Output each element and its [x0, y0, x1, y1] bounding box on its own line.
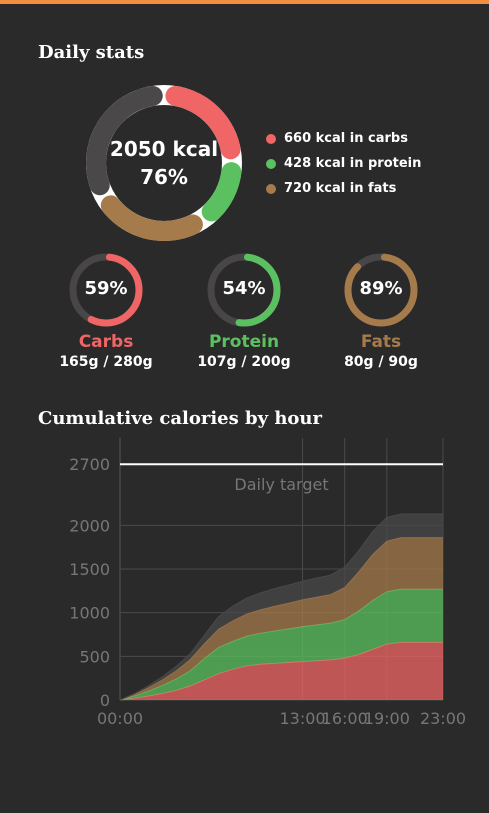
- donut-segment-protein: [86, 85, 242, 241]
- x-tick-label: 13:00: [280, 709, 326, 728]
- area-remaining: [120, 513, 443, 700]
- x-tick-label: 00:00: [97, 709, 143, 728]
- area-carbs: [120, 642, 443, 700]
- total-percent: 76%: [140, 165, 188, 189]
- fats-ring-progress: [344, 253, 418, 327]
- fats-amount: 80g / 90g: [344, 354, 418, 370]
- area-protein: [120, 589, 443, 700]
- x-tick-label: 19:00: [364, 709, 410, 728]
- section-title-cumulative: Cumulative calories by hour: [38, 408, 322, 429]
- protein-progress-ring: [207, 253, 281, 327]
- y-tick-label: 500: [79, 647, 110, 666]
- macro-fats: 89% Fats 80g / 90g: [326, 252, 436, 370]
- top-accent-bar: [0, 0, 489, 4]
- x-tick-label: 23:00: [420, 709, 466, 728]
- donut-legend: 660 kcal in carbs 428 kcal in protein 72…: [266, 126, 421, 201]
- y-tick-label: 1500: [69, 560, 110, 579]
- fats-dot-icon: [266, 183, 276, 194]
- section-title-daily-stats: Daily stats: [38, 42, 145, 63]
- carbs-progress-ring: [69, 253, 143, 327]
- donut-segment-remaining: [86, 85, 242, 241]
- y-tick-label: 2000: [69, 516, 110, 535]
- y-tick-label: 2700: [69, 455, 110, 474]
- y-tick-label: 1000: [69, 604, 110, 623]
- carbs-amount: 165g / 280g: [59, 354, 153, 370]
- carbs-percent: 59%: [84, 278, 128, 299]
- fats-progress-ring: [344, 253, 418, 327]
- donut-segment-fats: [86, 85, 242, 241]
- macro-protein: 54% Protein 107g / 200g: [189, 252, 299, 370]
- x-tick-label: 16:00: [322, 709, 368, 728]
- daily-target-label: Daily target: [234, 475, 328, 494]
- carbs-label: Carbs: [78, 332, 134, 352]
- donut-center: 2050 kcal 76%: [84, 83, 244, 243]
- fats-label: Fats: [360, 332, 402, 352]
- macro-carbs: 59% Carbs 165g / 280g: [51, 252, 161, 370]
- legend-item-protein: 428 kcal in protein: [266, 151, 421, 176]
- protein-percent: 54%: [222, 278, 266, 299]
- area-fats: [120, 537, 443, 700]
- protein-ring-progress: [207, 253, 281, 327]
- calorie-donut-chart: [86, 85, 242, 241]
- protein-dot-icon: [266, 158, 276, 169]
- carbs-dot-icon: [266, 133, 276, 144]
- legend-item-carbs: 660 kcal in carbs: [266, 126, 421, 151]
- fats-percent: 89%: [359, 278, 403, 299]
- protein-label: Protein: [208, 332, 280, 352]
- carbs-ring-progress: [69, 253, 143, 327]
- area-edge-remaining: [119, 513, 443, 701]
- total-kcal: 2050 kcal: [109, 137, 219, 161]
- cumulative-calories-chart: Daily target 0 500 1000 1500 2000 2700 00:00 13:…: [69, 438, 466, 728]
- protein-amount: 107g / 200g: [197, 354, 291, 370]
- y-tick-label: 0: [100, 691, 110, 710]
- legend-item-fats: 720 kcal in fats: [266, 176, 421, 201]
